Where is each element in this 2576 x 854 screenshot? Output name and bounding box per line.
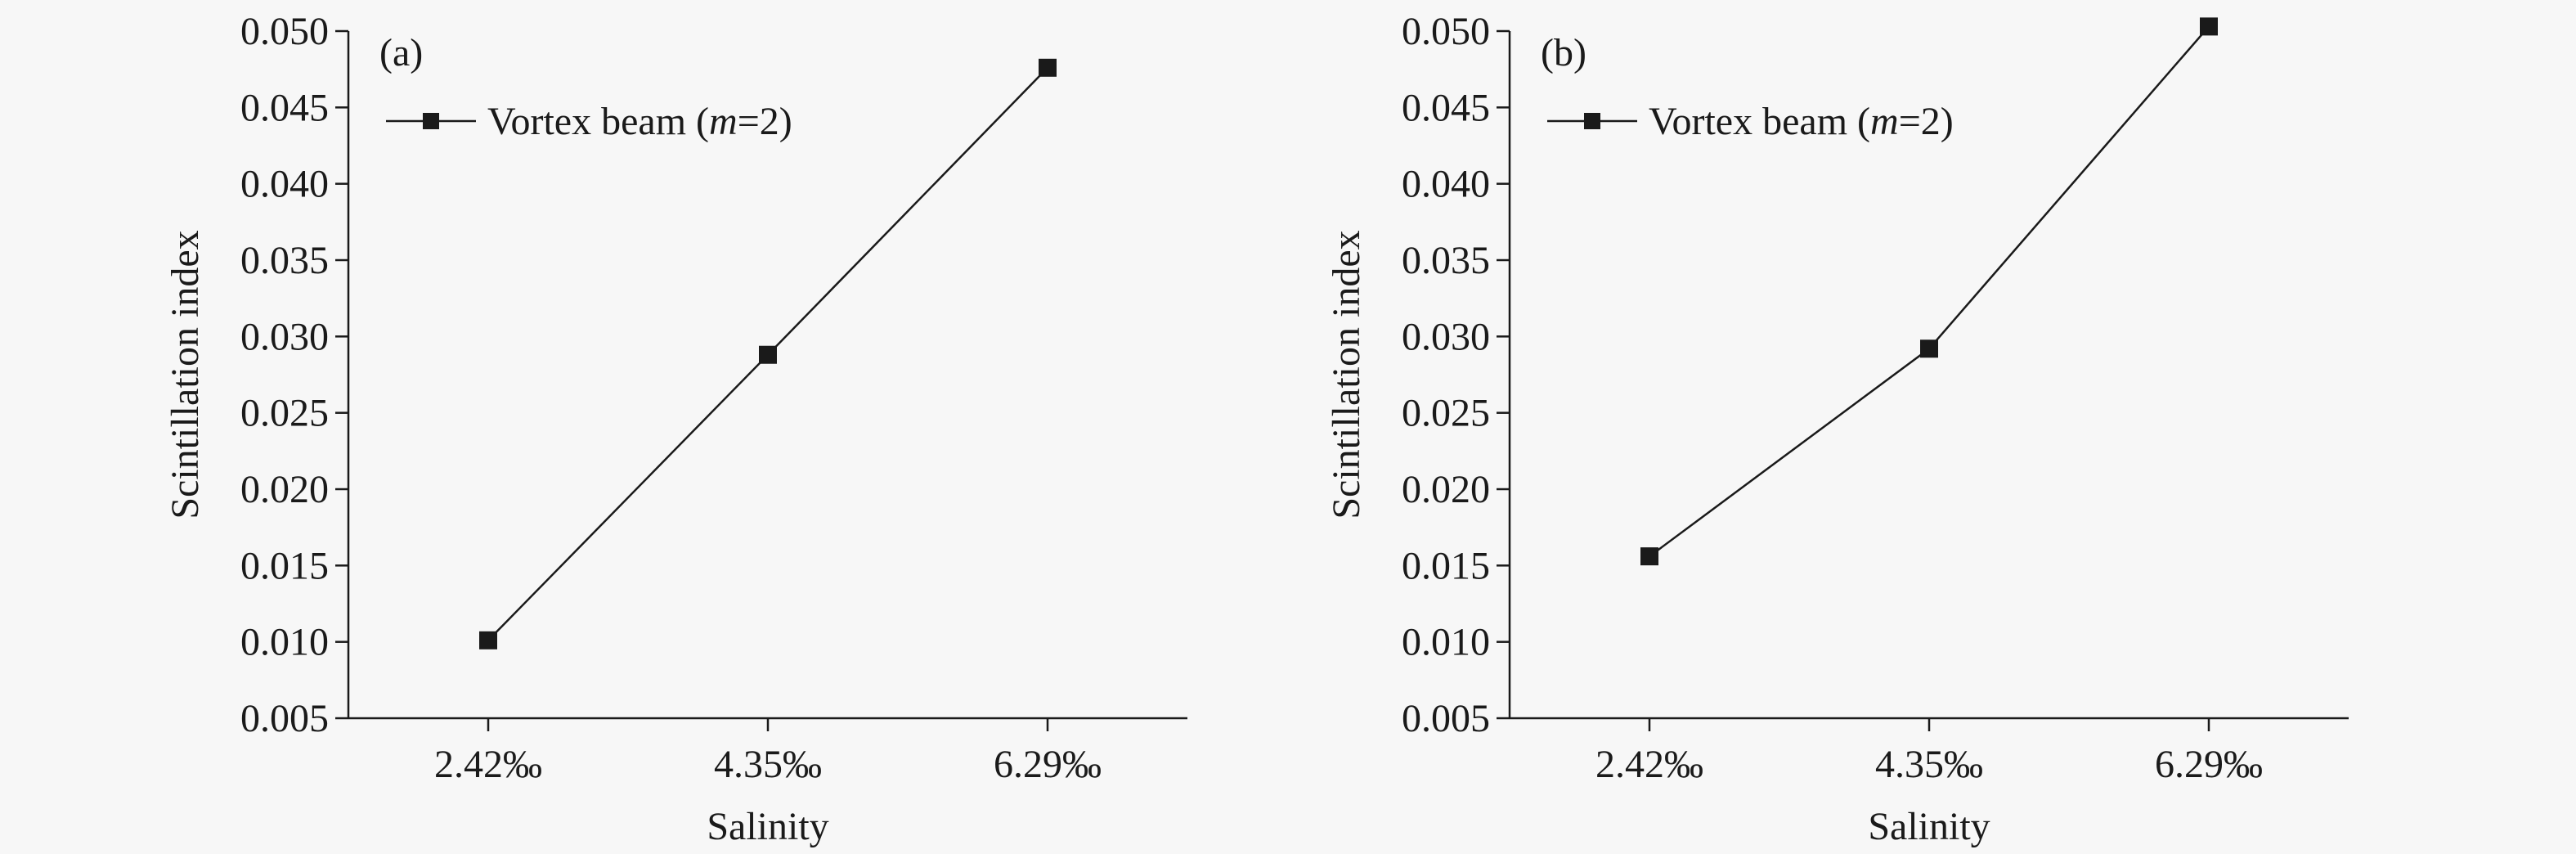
panel-label: (a) <box>379 31 423 74</box>
y-tick-label: 0.025 <box>1402 392 1490 435</box>
x-axis-title: Salinity <box>1868 805 1990 848</box>
legend-label: Vortex beam (m=2) <box>1649 100 1954 143</box>
data-point <box>759 345 777 364</box>
data-point <box>1920 339 1938 358</box>
legend-label: Vortex beam (m=2) <box>487 100 792 143</box>
legend-label-suffix: =2) <box>1899 100 1954 143</box>
x-tick-label: 4.35‰ <box>1875 743 1983 786</box>
x-tick-label: 6.29‰ <box>994 743 1102 786</box>
y-tick-label: 0.040 <box>240 163 329 206</box>
legend-label-italic: m <box>1870 100 1899 143</box>
legend-marker <box>423 113 439 129</box>
legend-label-prefix: Vortex beam ( <box>487 100 709 143</box>
y-tick-label: 0.015 <box>240 544 329 587</box>
y-tick-label: 0.025 <box>240 392 329 435</box>
x-tick-label: 2.42‰ <box>434 743 542 786</box>
y-tick-label: 0.015 <box>1402 544 1490 587</box>
y-tick-label: 0.050 <box>240 10 329 53</box>
y-tick-label: 0.005 <box>240 697 329 740</box>
data-point <box>2200 17 2218 36</box>
x-tick-label: 6.29‰ <box>2155 743 2263 786</box>
x-tick-label: 4.35‰ <box>714 743 822 786</box>
x-tick-label: 2.42‰ <box>1595 743 1703 786</box>
chart-panel-a: 0.005 0.010 0.015 0.020 0.025 0.030 0.035 0.040… <box>164 10 1187 848</box>
y-tick-label: 0.040 <box>1402 163 1490 206</box>
y-tick-label: 0.045 <box>1402 86 1490 129</box>
y-tick-label: 0.035 <box>240 239 329 282</box>
y-axis-title: Scintillation index <box>164 230 207 519</box>
y-tick-label: 0.005 <box>1402 697 1490 740</box>
chart-panel-b: 0.005 0.010 0.015 0.020 0.025 0.030 0.035 0.040… <box>1325 10 2349 848</box>
legend-label-italic: m <box>709 100 738 143</box>
y-tick-label: 0.030 <box>1402 315 1490 358</box>
y-tick-label: 0.035 <box>1402 239 1490 282</box>
y-tick-label: 0.020 <box>240 468 329 511</box>
legend-label-prefix: Vortex beam ( <box>1649 100 1870 143</box>
legend-label-suffix: =2) <box>738 100 792 143</box>
y-axis-title: Scintillation index <box>1325 230 1368 519</box>
data-point <box>1640 547 1658 566</box>
y-tick-label: 0.050 <box>1402 10 1490 53</box>
legend-marker <box>1584 113 1600 129</box>
y-tick-label: 0.020 <box>1402 468 1490 511</box>
y-tick-label: 0.010 <box>1402 621 1490 664</box>
data-point <box>1039 58 1057 77</box>
y-tick-label: 0.010 <box>240 621 329 664</box>
y-tick-label: 0.045 <box>240 86 329 129</box>
panel-label: (b) <box>1541 31 1586 74</box>
x-axis-title: Salinity <box>707 805 828 848</box>
data-point <box>479 631 497 649</box>
y-tick-label: 0.030 <box>240 315 329 358</box>
